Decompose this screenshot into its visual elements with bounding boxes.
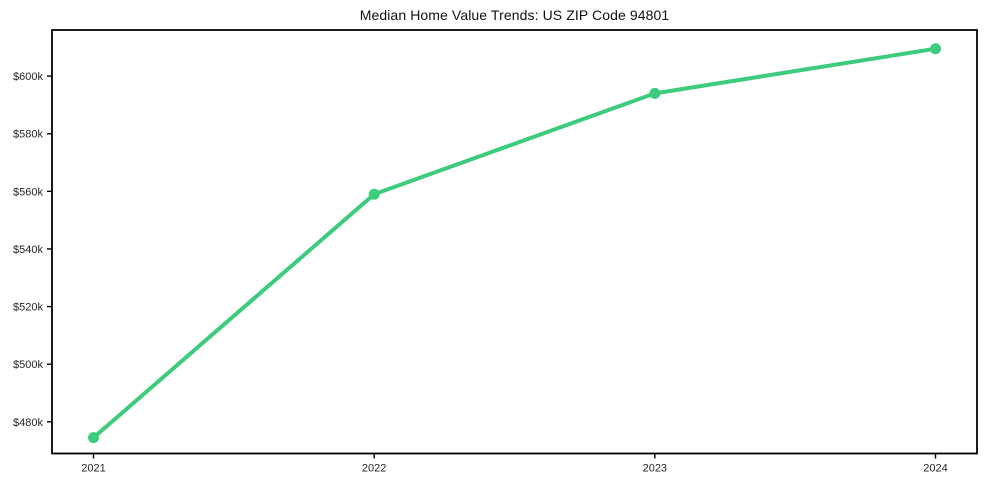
chart-title: Median Home Value Trends: US ZIP Code 94… — [359, 7, 670, 23]
y-tick-label: $540k — [13, 244, 43, 256]
x-tick-label: 2024 — [923, 463, 947, 475]
data-point-marker — [88, 432, 99, 444]
y-tick-label: $600k — [13, 71, 43, 83]
y-tick-label: $580k — [13, 129, 43, 141]
trend-line — [91, 46, 938, 440]
y-tick-label: $520k — [13, 302, 43, 314]
x-tick-label: 2023 — [643, 463, 667, 475]
y-tick-label: $480k — [13, 417, 43, 429]
y-tick-label: $500k — [13, 359, 43, 371]
y-tick-label: $560k — [13, 186, 43, 198]
x-tick-label: 2021 — [81, 463, 105, 475]
axes-box — [51, 29, 978, 455]
data-point-marker — [930, 43, 941, 55]
data-point-marker — [368, 188, 380, 200]
x-tick-label: 2022 — [362, 463, 386, 475]
data-point-marker — [649, 87, 661, 99]
